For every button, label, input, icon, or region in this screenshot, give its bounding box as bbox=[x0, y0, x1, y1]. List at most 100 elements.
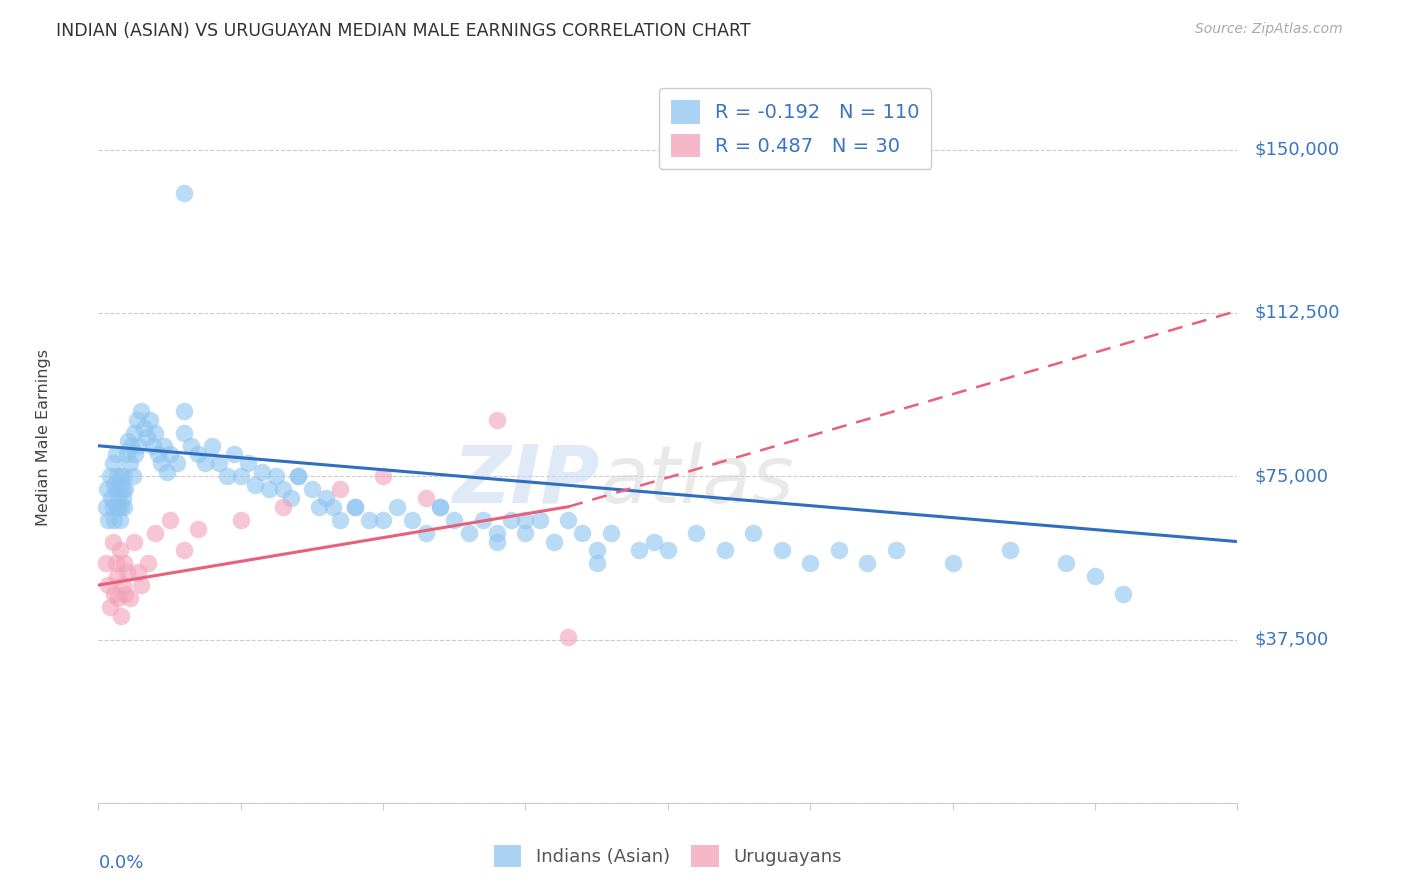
Point bbox=[114, 587, 136, 601]
Point bbox=[529, 513, 551, 527]
Point bbox=[97, 578, 120, 592]
Point bbox=[471, 513, 494, 527]
Point bbox=[229, 469, 252, 483]
Point bbox=[97, 513, 120, 527]
Point bbox=[110, 608, 132, 623]
Point bbox=[685, 525, 707, 540]
Point bbox=[543, 534, 565, 549]
Point bbox=[153, 439, 176, 453]
Point bbox=[108, 543, 131, 558]
Point bbox=[343, 500, 366, 514]
Point bbox=[120, 439, 142, 453]
Point bbox=[117, 434, 139, 449]
Point bbox=[357, 513, 380, 527]
Point bbox=[273, 500, 295, 514]
Point bbox=[112, 557, 135, 571]
Point bbox=[201, 439, 224, 453]
Point bbox=[1112, 587, 1135, 601]
Point bbox=[287, 469, 309, 483]
Point bbox=[112, 500, 135, 514]
Legend: Indians (Asian), Uruguayans: Indians (Asian), Uruguayans bbox=[486, 838, 849, 874]
Point bbox=[329, 513, 352, 527]
Point bbox=[145, 525, 167, 540]
Point bbox=[98, 599, 121, 614]
Point bbox=[443, 513, 465, 527]
Point bbox=[127, 439, 149, 453]
Point bbox=[1084, 569, 1107, 583]
Point bbox=[266, 469, 288, 483]
Point bbox=[110, 469, 132, 483]
Point bbox=[187, 448, 209, 462]
Point bbox=[329, 483, 352, 497]
Point bbox=[884, 543, 907, 558]
Point bbox=[156, 465, 179, 479]
Text: Median Male Earnings: Median Male Earnings bbox=[37, 349, 51, 525]
Point bbox=[194, 456, 217, 470]
Point bbox=[103, 587, 125, 601]
Point bbox=[429, 500, 451, 514]
Point bbox=[600, 525, 623, 540]
Point bbox=[173, 543, 195, 558]
Point bbox=[429, 500, 451, 514]
Point bbox=[105, 469, 128, 483]
Point bbox=[101, 456, 124, 470]
Point bbox=[121, 469, 143, 483]
Point bbox=[173, 186, 195, 201]
Point bbox=[486, 534, 509, 549]
Point bbox=[107, 491, 129, 505]
Text: 0.0%: 0.0% bbox=[98, 854, 143, 872]
Point bbox=[215, 469, 238, 483]
Point bbox=[105, 569, 128, 583]
Point bbox=[173, 425, 195, 440]
Text: Source: ZipAtlas.com: Source: ZipAtlas.com bbox=[1195, 22, 1343, 37]
Text: INDIAN (ASIAN) VS URUGUAYAN MEDIAN MALE EARNINGS CORRELATION CHART: INDIAN (ASIAN) VS URUGUAYAN MEDIAN MALE … bbox=[56, 22, 751, 40]
Point bbox=[103, 513, 125, 527]
Point bbox=[107, 500, 129, 514]
Point bbox=[856, 557, 879, 571]
Point bbox=[415, 491, 437, 505]
Point bbox=[111, 483, 134, 497]
Point bbox=[166, 456, 188, 470]
Point bbox=[150, 456, 173, 470]
Point bbox=[159, 513, 181, 527]
Point bbox=[98, 469, 121, 483]
Point bbox=[103, 478, 125, 492]
Point bbox=[1056, 557, 1078, 571]
Point bbox=[110, 500, 132, 514]
Point bbox=[145, 425, 167, 440]
Point bbox=[401, 513, 423, 527]
Point bbox=[118, 456, 141, 470]
Point bbox=[124, 448, 146, 462]
Point bbox=[373, 469, 395, 483]
Point bbox=[173, 404, 195, 418]
Point bbox=[828, 543, 851, 558]
Point bbox=[770, 543, 793, 558]
Point bbox=[250, 465, 273, 479]
Point bbox=[799, 557, 821, 571]
Point bbox=[457, 525, 479, 540]
Point bbox=[101, 534, 124, 549]
Point bbox=[187, 521, 209, 535]
Point bbox=[373, 513, 395, 527]
Point bbox=[127, 565, 149, 579]
Point bbox=[136, 557, 159, 571]
Text: $37,500: $37,500 bbox=[1254, 631, 1329, 648]
Point bbox=[122, 425, 145, 440]
Point bbox=[273, 483, 295, 497]
Point bbox=[229, 513, 252, 527]
Point bbox=[486, 525, 509, 540]
Point bbox=[387, 500, 409, 514]
Point bbox=[280, 491, 302, 505]
Point bbox=[108, 513, 131, 527]
Point bbox=[100, 491, 122, 505]
Point bbox=[343, 500, 366, 514]
Point bbox=[515, 525, 537, 540]
Point bbox=[208, 456, 231, 470]
Point bbox=[287, 469, 309, 483]
Point bbox=[301, 483, 323, 497]
Point bbox=[159, 448, 181, 462]
Point bbox=[111, 578, 134, 592]
Point bbox=[571, 525, 593, 540]
Point bbox=[115, 448, 138, 462]
Text: $75,000: $75,000 bbox=[1254, 467, 1329, 485]
